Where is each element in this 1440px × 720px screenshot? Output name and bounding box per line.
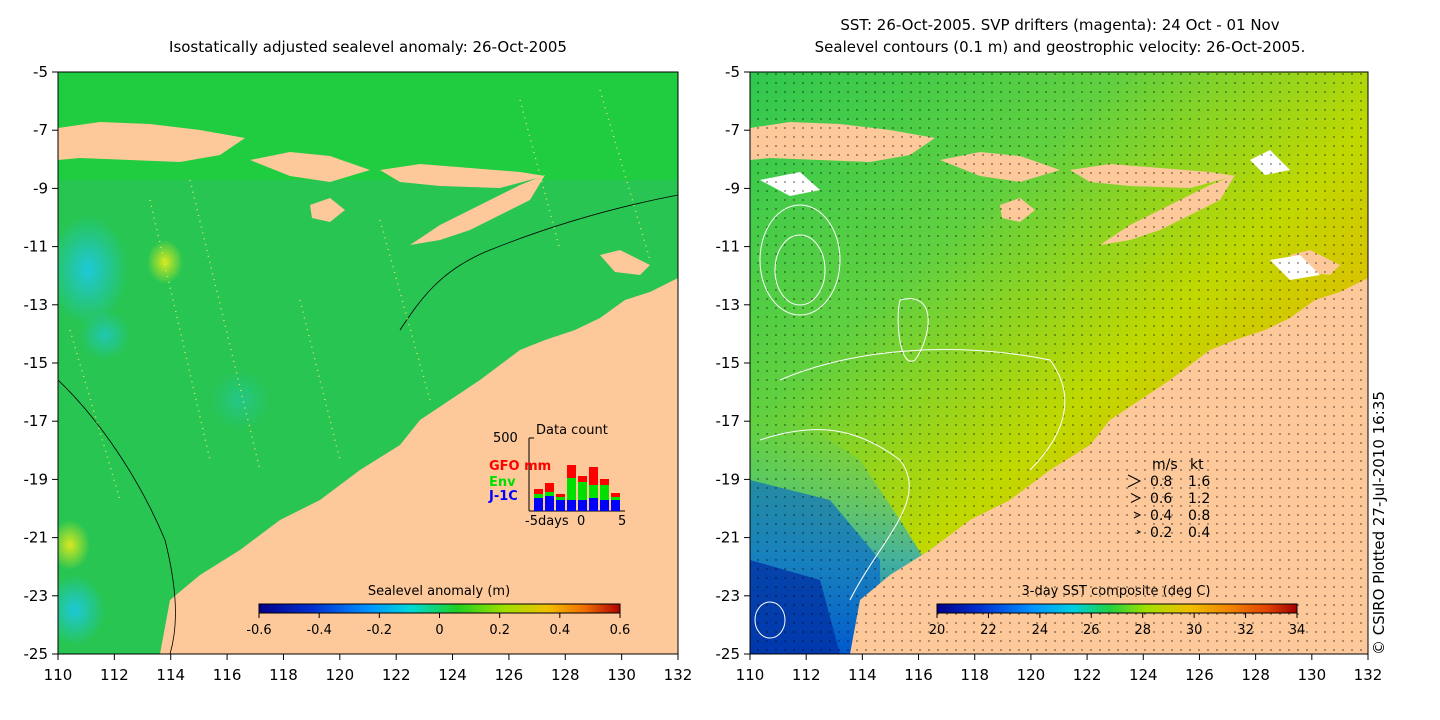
right-map-title-line2: Sealevel contours (0.1 m) and geostrophi… <box>814 38 1306 56</box>
credit-text: © CSIRO Plotted 27-Jul-2010 16:35 <box>1370 391 1388 655</box>
right-map-title-line1: SST: 26-Oct-2005. SVP drifters (magenta)… <box>840 16 1280 34</box>
left-land-australia <box>160 278 678 654</box>
left-map-title: Isostatically adjusted sealevel anomaly:… <box>169 38 567 56</box>
